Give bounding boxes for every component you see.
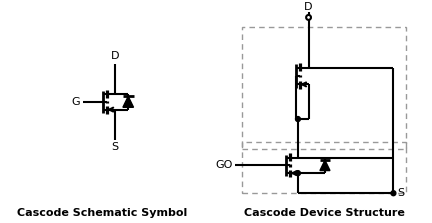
Polygon shape (320, 160, 330, 171)
Circle shape (306, 15, 311, 20)
Bar (242, 142, 406, 193)
Text: G: G (71, 97, 80, 107)
Bar (242, 27, 406, 149)
Text: GO: GO (215, 160, 232, 170)
Text: D: D (304, 2, 313, 12)
Circle shape (391, 191, 396, 196)
Text: S: S (397, 188, 404, 198)
Text: Cascode Device Structure: Cascode Device Structure (244, 208, 404, 218)
Circle shape (295, 171, 300, 176)
Text: Cascode Schematic Symbol: Cascode Schematic Symbol (17, 208, 187, 218)
Polygon shape (123, 96, 133, 107)
Text: D: D (111, 51, 119, 61)
Text: S: S (111, 142, 118, 152)
Circle shape (295, 117, 300, 122)
